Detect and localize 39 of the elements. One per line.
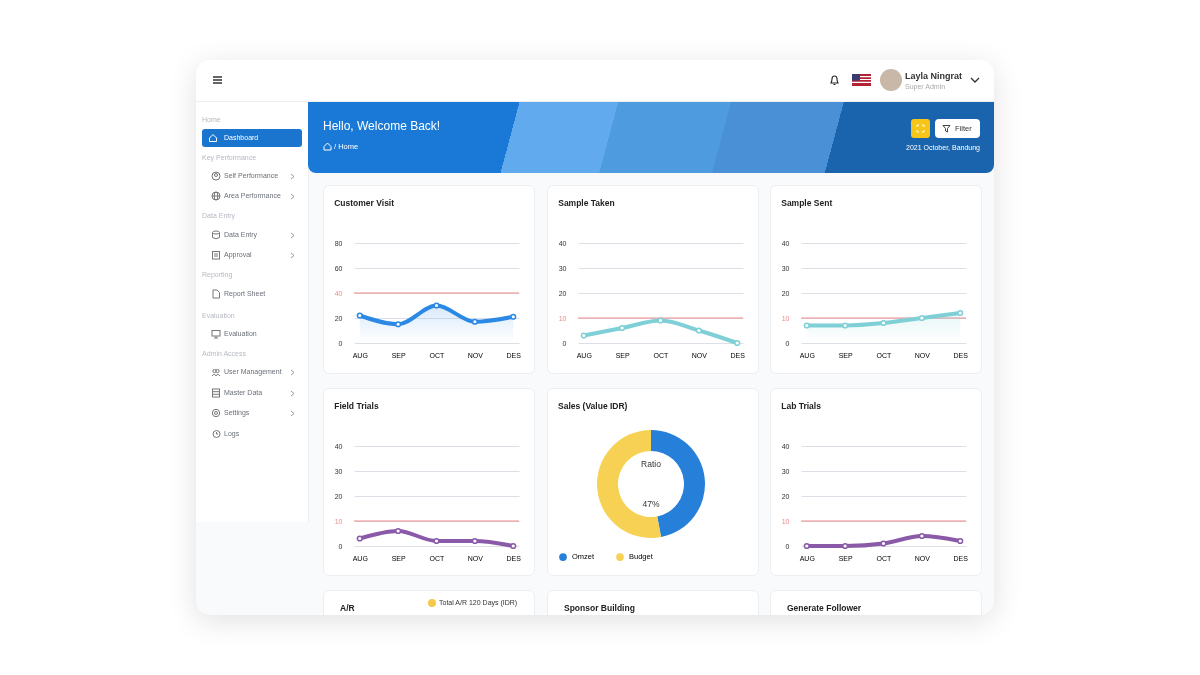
point <box>433 302 440 309</box>
chart-title: Sample Taken <box>558 197 615 208</box>
point <box>734 339 741 347</box>
point <box>880 319 887 327</box>
point <box>580 332 587 339</box>
point <box>918 314 925 322</box>
point <box>842 322 849 329</box>
chart-title: Sales (Value IDR) <box>558 400 628 411</box>
chart-title: Lab Trials <box>781 400 822 411</box>
point <box>880 540 887 547</box>
point <box>803 542 810 550</box>
point <box>471 537 478 545</box>
text: 47% <box>642 499 660 509</box>
point <box>918 532 925 540</box>
point <box>842 542 849 550</box>
point <box>957 537 964 545</box>
point <box>471 318 478 325</box>
text: Sponsor Building <box>564 603 635 613</box>
text: Ratio <box>641 459 662 469</box>
point <box>433 537 440 545</box>
chart-title: Field Trials <box>334 400 379 411</box>
point <box>395 527 402 535</box>
text: A/R <box>340 603 355 613</box>
point <box>356 535 363 542</box>
point <box>510 542 517 550</box>
text: Generate Follower <box>787 603 862 613</box>
point <box>957 309 964 317</box>
point <box>803 322 810 329</box>
donut-slice <box>597 430 662 538</box>
point <box>657 317 664 324</box>
point <box>395 321 402 328</box>
chart-title: Sample Sent <box>781 197 833 208</box>
text: Layla Ningrat <box>905 71 963 81</box>
chart-title: Customer Visit <box>334 197 395 208</box>
point <box>619 324 626 332</box>
point <box>356 312 363 319</box>
point <box>695 327 702 334</box>
point <box>510 313 517 320</box>
text: Hello, Welcome Back! <box>323 119 441 133</box>
